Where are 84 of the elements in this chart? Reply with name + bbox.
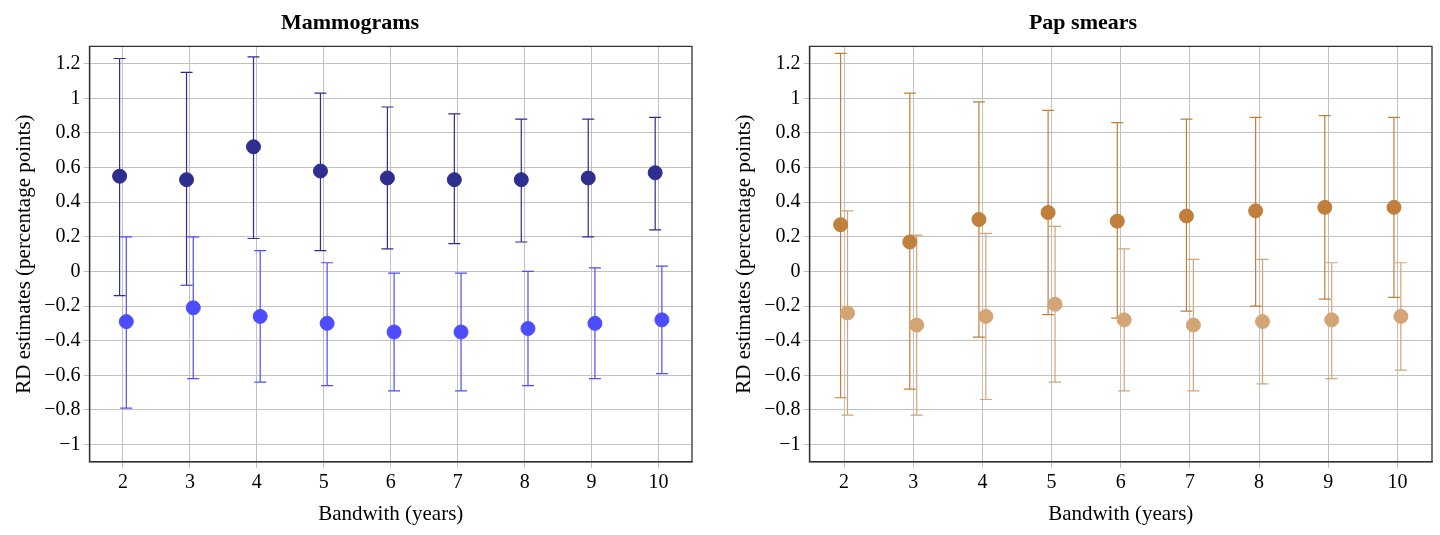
y-tick-label: 0.8 [775,120,801,143]
point [1109,213,1125,229]
point [654,312,670,328]
point [978,308,994,324]
point [453,324,469,340]
point [379,170,395,186]
point [312,163,328,179]
point [1185,317,1201,333]
x-tick-label: 6 [385,470,396,493]
point [971,211,987,227]
point [1317,199,1333,215]
point [1386,199,1402,215]
point [587,315,603,331]
point [1255,314,1271,330]
y-tick-label: 0.2 [55,224,81,247]
x-tick-label: 7 [452,470,463,493]
y-tick-label: 0.6 [55,154,81,177]
x-tick-label: 5 [1046,470,1057,493]
x-tick-label: 3 [908,470,919,493]
point [833,217,849,233]
x-tick-label: 8 [519,470,530,493]
point [1393,308,1409,324]
x-tick-label: 10 [1387,470,1408,493]
point [252,308,268,324]
point [319,315,335,331]
y-tick-label: −0.4 [764,327,801,350]
y-tick-label: −1 [779,431,801,454]
y-tick-label: 0.2 [775,224,801,247]
point [1047,296,1063,312]
point [1248,203,1264,219]
chart-title: Pap smears [1028,8,1138,34]
y-tick-label: 0 [790,258,801,281]
y-tick-label: 0.4 [55,189,81,212]
y-tick-label: 0 [70,258,81,281]
x-tick-label: 6 [1115,470,1126,493]
point [118,314,134,330]
x-tick-label: 4 [251,470,262,493]
y-tick-label: −0.2 [44,293,81,316]
y-tick-label: −0.2 [764,293,801,316]
point [179,172,195,188]
y-tick-label: 0.8 [55,120,81,143]
y-tick-label: 0.6 [775,154,801,177]
y-tick-label: −0.8 [764,397,801,420]
point [1116,312,1132,328]
x-tick-label: 4 [977,470,988,493]
x-axis-title: Bandwith (years) [1048,500,1194,525]
y-axis-title: RD estimates (percentage points) [11,114,36,394]
x-tick-label: 2 [117,470,128,493]
point [647,165,663,181]
point [386,324,402,340]
x-tick-label: 5 [318,470,329,493]
point [112,168,128,184]
x-tick-label: 3 [184,470,195,493]
point [909,317,925,333]
x-tick-label: 2 [839,470,850,493]
point [1040,205,1056,221]
x-tick-label: 10 [648,470,669,493]
point [840,305,856,321]
point [902,234,918,250]
x-tick-label: 8 [1254,470,1265,493]
point [185,300,201,316]
y-tick-label: 0.4 [775,189,801,212]
y-tick-label: −0.6 [44,362,81,385]
point [1324,312,1340,328]
point [446,172,462,188]
y-tick-label: −0.6 [764,362,801,385]
y-axis-title: RD estimates (percentage points) [731,114,756,394]
y-tick-label: −0.4 [44,327,81,350]
y-tick-label: 1 [70,85,81,108]
x-tick-label: 9 [586,470,597,493]
x-tick-label: 7 [1184,470,1195,493]
x-tick-label: 9 [1323,470,1334,493]
chart-title: Mammograms [280,8,420,34]
x-axis-title: Bandwith (years) [318,500,464,525]
y-tick-label: 1.2 [775,50,801,73]
y-tick-label: 1 [790,85,801,108]
point [520,321,536,337]
point [580,170,596,186]
y-tick-label: −0.8 [44,397,81,420]
y-tick-label: 1.2 [55,50,81,73]
point [1178,208,1194,224]
point [246,139,261,155]
y-tick-label: −1 [59,431,81,454]
point [513,172,529,188]
